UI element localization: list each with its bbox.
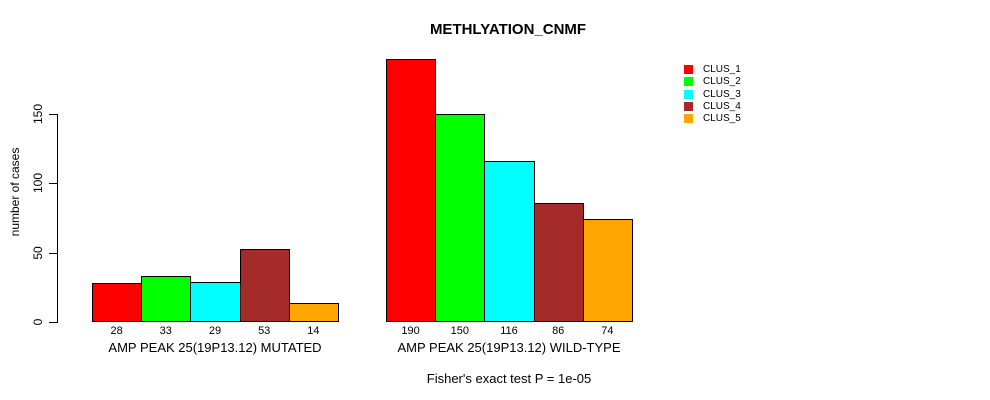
bar-value-label: 150 bbox=[450, 325, 469, 337]
bar-value-label: 116 bbox=[500, 325, 518, 337]
bar-value-label: 14 bbox=[307, 325, 320, 337]
legend-swatch-clus_2 bbox=[684, 77, 693, 87]
bar-clus_1 bbox=[92, 283, 143, 322]
legend-label: CLUS_4 bbox=[703, 101, 741, 113]
y-tick-label: 100 bbox=[31, 173, 45, 194]
legend-label: CLUS_1 bbox=[703, 63, 741, 75]
legend-label: CLUS_2 bbox=[703, 76, 741, 88]
y-axis-line bbox=[57, 114, 58, 323]
bar-clus_3 bbox=[484, 161, 535, 322]
bar-value-label: 53 bbox=[258, 325, 271, 337]
bar-value-label: 28 bbox=[110, 325, 123, 337]
y-tick-label: 0 bbox=[31, 318, 45, 326]
legend-swatch-clus_4 bbox=[684, 102, 693, 112]
annotation-text: Fisher's exact test P = 1e-05 bbox=[426, 371, 592, 386]
legend-item: CLUS_4 bbox=[684, 100, 741, 112]
y-tick bbox=[49, 322, 57, 323]
legend-swatch-clus_5 bbox=[684, 114, 693, 124]
y-tick bbox=[49, 252, 57, 254]
legend: CLUS_1 CLUS_2 CLUS_3 CLUS_4 CLUS_5 bbox=[684, 63, 741, 125]
bar-clus_1 bbox=[386, 58, 437, 322]
y-axis-label: number of cases bbox=[8, 147, 22, 237]
legend-item: CLUS_3 bbox=[684, 88, 741, 100]
legend-swatch-clus_1 bbox=[684, 64, 693, 74]
legend-item: CLUS_2 bbox=[684, 75, 741, 87]
y-tick bbox=[49, 114, 57, 115]
bar-value-label: 190 bbox=[401, 325, 420, 337]
y-tick-label: 150 bbox=[31, 103, 45, 125]
bar-clus_2 bbox=[141, 276, 192, 322]
legend-item: CLUS_5 bbox=[684, 113, 741, 125]
bar-clus_4 bbox=[533, 202, 584, 322]
bar-value-label: 29 bbox=[208, 325, 222, 337]
legend-swatch-clus_3 bbox=[684, 89, 693, 99]
legend-label: CLUS_5 bbox=[703, 113, 741, 125]
y-tick-label: 50 bbox=[31, 245, 45, 260]
y-tick bbox=[49, 183, 57, 185]
group-label: AMP PEAK 25(19P13.12) MUTATED bbox=[108, 340, 322, 355]
bar-clus_4 bbox=[239, 248, 290, 322]
bar-value-label: 74 bbox=[601, 325, 614, 337]
chart-title: METHLYATION_CNMF bbox=[429, 21, 587, 38]
bar-clus_2 bbox=[435, 114, 486, 322]
bar-value-label: 33 bbox=[159, 325, 172, 337]
bar-value-label: 86 bbox=[552, 325, 565, 337]
bar-clus_3 bbox=[190, 281, 241, 322]
legend-item: CLUS_1 bbox=[684, 63, 741, 75]
bar-clus_5 bbox=[288, 302, 339, 322]
legend-label: CLUS_3 bbox=[703, 88, 741, 100]
bar-clus_5 bbox=[582, 219, 633, 322]
group-label: AMP PEAK 25(19P13.12) WILD-TYPE bbox=[397, 340, 621, 355]
